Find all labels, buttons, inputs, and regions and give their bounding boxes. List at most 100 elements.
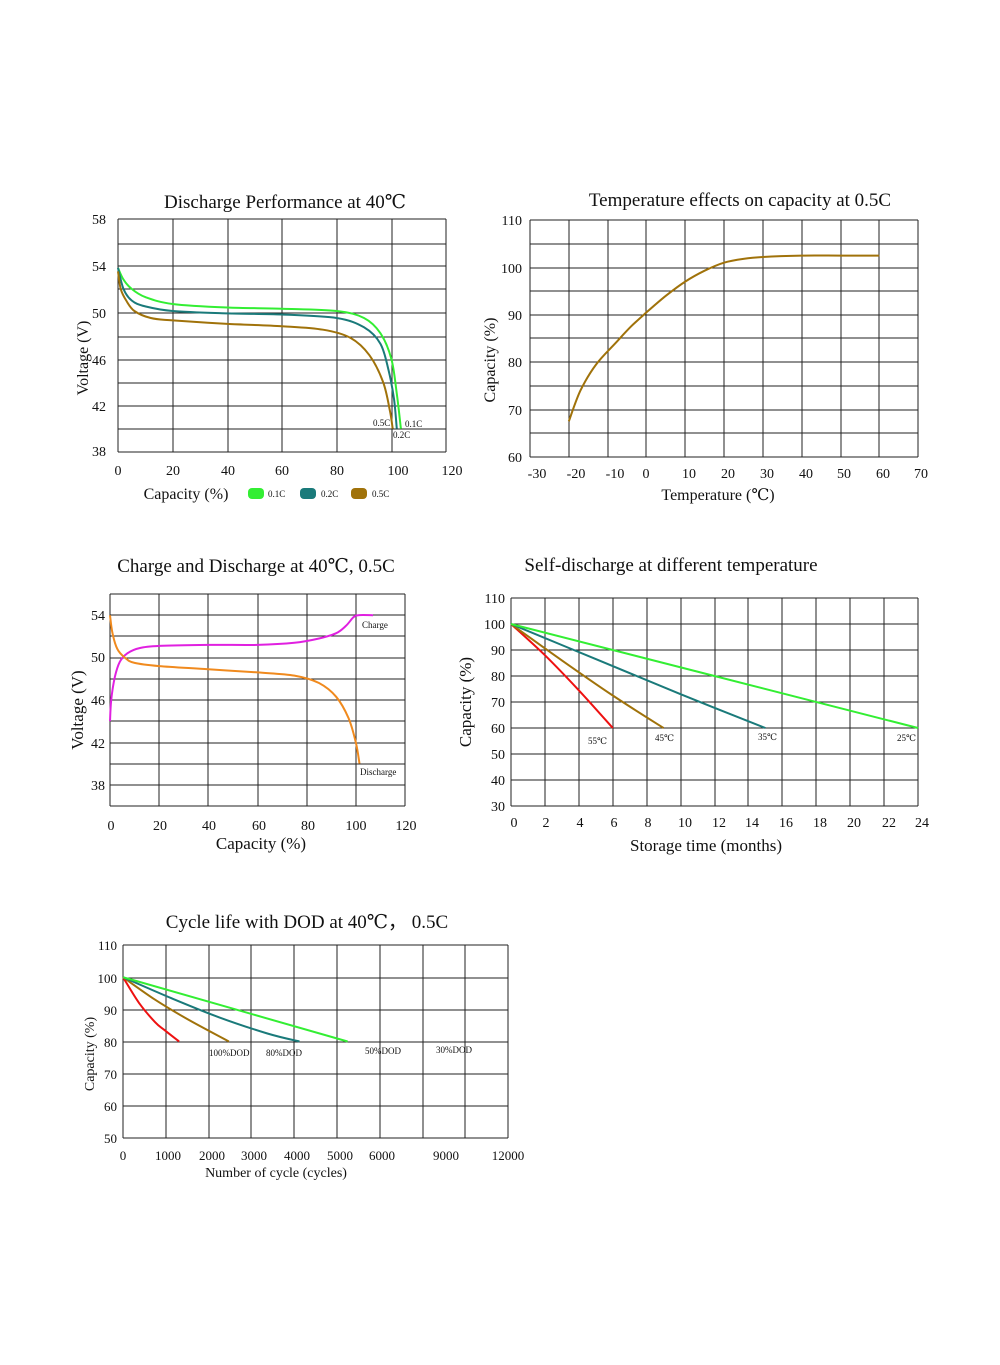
chart1-xlabel: Capacity (%) [144, 486, 229, 503]
series-line-1-0 [567, 254, 880, 422]
chart3-ytick: 46 [91, 694, 105, 709]
chart2-xtick: 20 [721, 467, 735, 482]
chart5-xtick: 4000 [284, 1148, 310, 1163]
chart3-xtick: 60 [252, 819, 266, 834]
chart4-xtick: 22 [882, 816, 896, 831]
series-line-2-0 [109, 614, 374, 722]
chart5-xtick: 5000 [327, 1148, 353, 1163]
chart3-xtick: 20 [153, 819, 167, 834]
chart4-ylabel: Capacity (%) [456, 657, 475, 747]
discharge-performance-chart: Discharge Performance at 40℃ 58 54 50 46… [75, 192, 463, 503]
series-line-3-3 [510, 623, 919, 729]
chart3-ytick: 42 [91, 737, 105, 752]
chart4-xlabel: Storage time (months) [630, 836, 782, 855]
chart1-ytick: 46 [92, 354, 106, 369]
chart5-grid [122, 944, 509, 1139]
chart2-xtick: 30 [760, 467, 774, 482]
chart4-xtick: 0 [511, 816, 518, 831]
series-label: 80%DOD [266, 1048, 302, 1058]
chart3-grid [109, 593, 406, 807]
series-label: 45℃ [655, 733, 674, 743]
chart2-xtick: 70 [914, 467, 928, 482]
chart1-xtick: 100 [388, 464, 409, 479]
series-line-4-1 [122, 976, 230, 1043]
chart2-xtick: 10 [682, 467, 696, 482]
chart3-xtick: 0 [108, 819, 115, 834]
series-line-3-1 [510, 623, 665, 729]
chart3-series [109, 614, 374, 764]
chart3-ylabel: Voltage (V) [68, 670, 87, 749]
chart1-grid [117, 218, 447, 453]
chart1-ytick: 42 [92, 400, 106, 415]
chart1-ytick: 38 [92, 445, 106, 460]
chart4-ytick: 50 [491, 748, 505, 763]
chart2-ytick: 100 [501, 262, 522, 277]
series-line-3-2 [510, 623, 766, 729]
chart3-xtick: 120 [396, 819, 417, 834]
chart2-title: Temperature effects on capacity at 0.5C [589, 190, 891, 211]
chart4-ytick: 30 [491, 800, 505, 815]
chart4-xtick: 14 [745, 816, 759, 831]
chart2-xtick: 0 [643, 467, 650, 482]
chart1-xtick: 0 [115, 464, 122, 479]
series-label: 0.2C [393, 430, 410, 440]
series-label: 50%DOD [365, 1046, 401, 1056]
chart2-xtick: 60 [876, 467, 890, 482]
legend-label: 0.1C [268, 489, 285, 499]
chart3-ytick: 50 [91, 651, 105, 666]
chart4-title: Self-discharge at different temperature [524, 555, 817, 576]
series-line-4-2 [122, 976, 300, 1043]
chart4-xtick: 6 [611, 816, 618, 831]
chart1-xtick: 20 [166, 464, 180, 479]
series-label: 30%DOD [436, 1045, 472, 1055]
chart2-ylabel: Capacity (%) [482, 318, 499, 403]
series-line-0-2 [117, 271, 394, 429]
series-line-3-0 [510, 623, 614, 729]
chart5-ytick: 50 [104, 1131, 117, 1146]
chart1-title: Discharge Performance at 40℃ [164, 192, 406, 213]
chart2-grid [529, 219, 919, 458]
chart3-xtick: 100 [346, 819, 367, 834]
chart1-ytick: 50 [92, 307, 106, 322]
chart5-xtick: 9000 [433, 1148, 459, 1163]
chart3-title: Charge and Discharge at 40℃, 0.5C [117, 556, 395, 577]
chart3-ytick: 38 [91, 779, 105, 794]
chart4-xtick: 8 [645, 816, 652, 831]
chart4-ytick: 110 [485, 592, 505, 607]
chart2-ytick: 80 [508, 356, 522, 371]
chart4-xtick: 20 [847, 816, 861, 831]
chart4-series [510, 623, 919, 729]
series-line-4-3 [122, 976, 348, 1043]
chart1-ylabel: Voltage (V) [75, 321, 92, 396]
chart5-ytick: 90 [104, 1003, 117, 1018]
series-label: 25℃ [897, 733, 916, 743]
chart5-xtick: 6000 [369, 1148, 395, 1163]
chart1-xtick: 40 [221, 464, 235, 479]
chart2-ytick: 110 [502, 214, 522, 229]
chart1-series [117, 267, 402, 429]
chart4-xtick: 10 [678, 816, 692, 831]
chart5-ytick: 60 [104, 1099, 117, 1114]
chart2-xlabel: Temperature (℃) [661, 487, 774, 504]
legend-swatch-0.2C [300, 488, 316, 499]
series-label: Discharge [360, 767, 396, 777]
chart5-xtick: 12000 [492, 1148, 525, 1163]
chart5-ylabel: Capacity (%) [83, 1017, 98, 1092]
chart4-xtick: 12 [712, 816, 726, 831]
series-label: 35℃ [758, 732, 777, 742]
chart2-xtick: -10 [606, 467, 625, 482]
chart5-ytick: 110 [98, 938, 117, 953]
chart3-xlabel: Capacity (%) [216, 834, 306, 853]
chart2-xtick: 40 [799, 467, 813, 482]
chart1-xtick: 80 [330, 464, 344, 479]
chart2-xtick: -30 [528, 467, 547, 482]
chart4-ytick: 80 [491, 670, 505, 685]
chart1-xtick: 60 [275, 464, 289, 479]
chart4-ytick: 70 [491, 696, 505, 711]
series-label: 100%DOD [209, 1048, 250, 1058]
legend-swatch-0.1C [248, 488, 264, 499]
chart5-ytick: 70 [104, 1067, 117, 1082]
chart1-legend: 0.1C 0.2C 0.5C [248, 488, 389, 499]
chart4-ytick: 90 [491, 644, 505, 659]
chart5-title: Cycle life with DOD at 40℃， 0.5C [166, 912, 448, 933]
